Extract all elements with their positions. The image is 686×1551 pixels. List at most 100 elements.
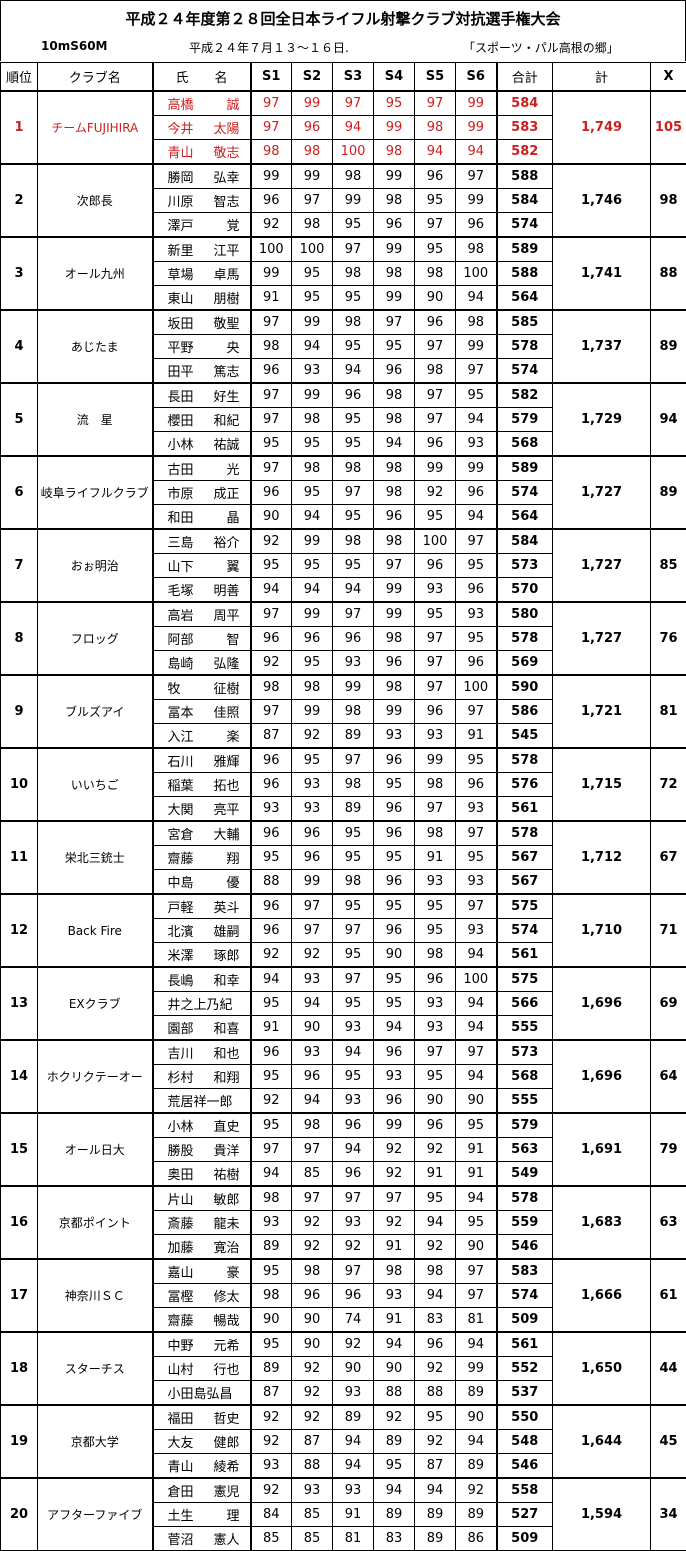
score-s5: 91: [415, 1162, 456, 1187]
score-s3: 97: [333, 91, 374, 116]
shooter-total: 574: [497, 481, 553, 505]
score-s6: 95: [456, 1211, 497, 1235]
shooter-name: 片山敏郎: [153, 1186, 251, 1211]
score-s4: 90: [374, 1357, 415, 1381]
shooter-family-name: 山下: [168, 556, 194, 575]
score-s6: 99: [456, 116, 497, 140]
score-s6: 93: [456, 919, 497, 943]
shooter-total: 588: [497, 164, 553, 189]
shooter-total: 561: [497, 1332, 553, 1357]
team-x-count: 44: [651, 1332, 686, 1405]
team-x-count: 64: [651, 1040, 686, 1113]
club-name: オール九州: [38, 237, 153, 310]
header-s1: S1: [251, 63, 292, 92]
shooter-given-name: 和也: [213, 1043, 239, 1062]
shooter-family-name: 長嶋: [168, 970, 194, 989]
score-s6: 99: [456, 456, 497, 481]
score-s5: 95: [415, 894, 456, 919]
score-s6: 94: [456, 505, 497, 530]
score-s4: 99: [374, 116, 415, 140]
team-total: 1,696: [553, 1040, 651, 1113]
score-s1: 96: [251, 189, 292, 213]
shooter-name: 平野央: [153, 335, 251, 359]
shooter-name: 米澤琢郎: [153, 943, 251, 968]
shooter-total: 590: [497, 675, 553, 700]
score-s4: 95: [374, 91, 415, 116]
shooter-family-name: 小田島弘昌: [168, 1383, 233, 1402]
shooter-given-name: 拓也: [213, 775, 239, 794]
score-s6: 95: [456, 627, 497, 651]
score-s6: 95: [456, 846, 497, 870]
score-s4: 95: [374, 894, 415, 919]
team-x-count: 61: [651, 1259, 686, 1332]
team-x-count: 89: [651, 456, 686, 529]
shooter-given-name: 周平: [213, 605, 239, 624]
team-total: 1,737: [553, 310, 651, 383]
shooter-total: 583: [497, 116, 553, 140]
score-s5: 94: [415, 1284, 456, 1308]
club-name: ブルズアイ: [38, 675, 153, 748]
shooter-name: 冨樫修太: [153, 1284, 251, 1308]
score-s1: 96: [251, 627, 292, 651]
score-s2: 99: [292, 383, 333, 408]
shooter-family-name: 奥田: [168, 1164, 194, 1183]
shooter-given-name: 篤志: [213, 361, 239, 380]
score-s4: 99: [374, 578, 415, 603]
score-s3: 93: [333, 651, 374, 676]
team-total: 1,715: [553, 748, 651, 821]
shooter-family-name: 長田: [168, 386, 194, 405]
score-s1: 96: [251, 481, 292, 505]
score-s5: 97: [415, 1040, 456, 1065]
shooter-family-name: 新里: [168, 240, 194, 259]
shooter-family-name: 荒居祥一郎: [168, 1091, 233, 1110]
score-s3: 98: [333, 310, 374, 335]
score-s6: 98: [456, 310, 497, 335]
score-s2: 94: [292, 505, 333, 530]
score-s1: 95: [251, 846, 292, 870]
shooter-family-name: 高橋: [168, 94, 194, 113]
shooter-total: 545: [497, 724, 553, 749]
shooter-given-name: 翔: [226, 848, 239, 867]
shooter-name: 長田好生: [153, 383, 251, 408]
score-s4: 98: [374, 529, 415, 554]
team-total: 1,721: [553, 675, 651, 748]
score-s4: 94: [374, 1016, 415, 1041]
team-rank: 1: [1, 91, 38, 164]
team-rank: 11: [1, 821, 38, 894]
score-s1: 98: [251, 140, 292, 165]
score-s3: 95: [333, 213, 374, 238]
score-s2: 92: [292, 1211, 333, 1235]
team-total: 1,696: [553, 967, 651, 1040]
score-s3: 97: [333, 602, 374, 627]
score-s2: 97: [292, 919, 333, 943]
score-s3: 98: [333, 456, 374, 481]
score-s6: 96: [456, 213, 497, 238]
shooter-name: 櫻田和紀: [153, 408, 251, 432]
score-s2: 97: [292, 1138, 333, 1162]
shooter-given-name: 弘隆: [213, 653, 239, 672]
score-s3: 94: [333, 1430, 374, 1454]
score-s3: 95: [333, 1065, 374, 1089]
score-s5: 95: [415, 237, 456, 262]
score-s6: 89: [456, 1503, 497, 1527]
shooter-family-name: 宮倉: [168, 824, 194, 843]
shooter-given-name: 憲人: [213, 1529, 239, 1548]
score-s4: 95: [374, 773, 415, 797]
shooter-family-name: 福田: [168, 1408, 194, 1427]
shooter-name: 嘉山豪: [153, 1259, 251, 1284]
shooter-family-name: 冨本: [168, 702, 194, 721]
shooter-family-name: 大関: [168, 799, 194, 818]
shooter-name: 土生理: [153, 1503, 251, 1527]
score-s4: 99: [374, 1113, 415, 1138]
shooter-name: 毛塚明善: [153, 578, 251, 603]
score-s5: 96: [415, 967, 456, 992]
score-s3: 92: [333, 1332, 374, 1357]
team-total: 1,710: [553, 894, 651, 967]
team-total: 1,712: [553, 821, 651, 894]
score-s3: 95: [333, 943, 374, 968]
score-s4: 96: [374, 919, 415, 943]
club-name: EXクラブ: [38, 967, 153, 1040]
team-x-count: 85: [651, 529, 686, 602]
shooter-total: 527: [497, 1503, 553, 1527]
